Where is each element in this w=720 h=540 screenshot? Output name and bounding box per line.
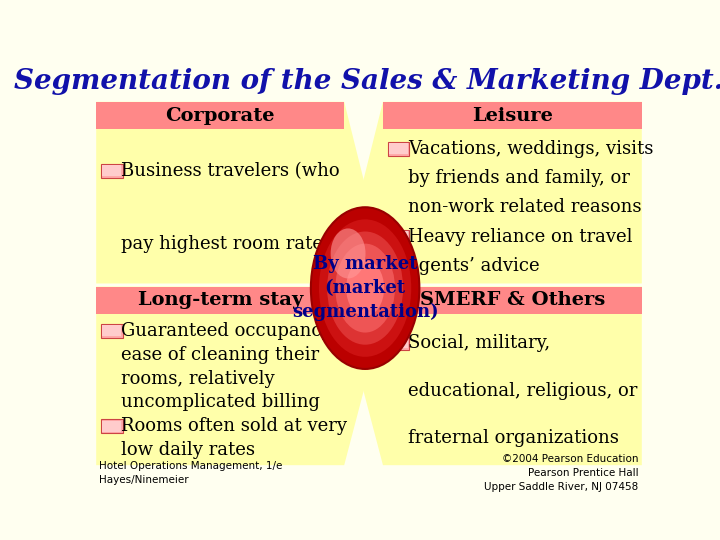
Text: Long-term stay: Long-term stay <box>138 292 303 309</box>
Text: pay highest room rates): pay highest room rates) <box>121 235 339 253</box>
Text: agents’ advice: agents’ advice <box>408 256 539 275</box>
Bar <box>102 326 121 336</box>
Text: By market
(market
segmentation): By market (market segmentation) <box>292 255 438 321</box>
Text: low daily rates: low daily rates <box>121 441 255 459</box>
Bar <box>383 102 642 130</box>
Text: ©2004 Pearson Education
Pearson Prentice Hall
Upper Saddle River, NJ 07458: ©2004 Pearson Education Pearson Prentice… <box>485 454 639 492</box>
Bar <box>389 143 408 154</box>
Text: fraternal organizations: fraternal organizations <box>408 429 618 447</box>
Text: Business travelers (who: Business travelers (who <box>121 161 340 180</box>
Ellipse shape <box>336 244 395 333</box>
Text: rooms, relatively: rooms, relatively <box>121 369 274 388</box>
Bar <box>389 231 408 242</box>
Text: Hotel Operations Management, 1/e
Hayes/Ninemeier: Hotel Operations Management, 1/e Hayes/N… <box>99 461 283 485</box>
Text: Vacations, weddings, visits: Vacations, weddings, visits <box>408 140 653 158</box>
Text: Corporate: Corporate <box>166 106 275 125</box>
Text: Segmentation of the Sales & Marketing Dept.: Segmentation of the Sales & Marketing De… <box>14 68 720 95</box>
Bar <box>96 287 344 314</box>
Bar <box>387 336 409 350</box>
Text: Leisure: Leisure <box>472 106 553 125</box>
Polygon shape <box>336 102 642 288</box>
Text: ease of cleaning their: ease of cleaning their <box>121 346 319 364</box>
Polygon shape <box>336 287 642 465</box>
Bar <box>101 420 122 433</box>
Bar <box>102 421 121 431</box>
Bar <box>387 142 409 156</box>
Bar <box>387 230 409 244</box>
Bar <box>383 287 642 314</box>
Text: Social, military,: Social, military, <box>408 334 550 352</box>
Ellipse shape <box>330 228 366 279</box>
Ellipse shape <box>327 232 403 345</box>
Bar <box>101 164 122 178</box>
Text: SMERF & Others: SMERF & Others <box>420 292 605 309</box>
Text: Rooms often sold at very: Rooms often sold at very <box>121 417 347 435</box>
Text: educational, religious, or: educational, religious, or <box>408 381 637 400</box>
Ellipse shape <box>319 219 411 357</box>
Bar <box>389 338 408 348</box>
Text: non-work related reasons: non-work related reasons <box>408 198 642 216</box>
Text: Heavy reliance on travel: Heavy reliance on travel <box>408 227 632 246</box>
Bar <box>101 324 122 338</box>
Polygon shape <box>96 287 391 465</box>
Bar <box>102 165 121 176</box>
Ellipse shape <box>346 260 384 316</box>
Bar <box>96 102 344 130</box>
Text: Guaranteed occupancy,: Guaranteed occupancy, <box>121 322 335 340</box>
Ellipse shape <box>311 207 419 369</box>
Text: uncomplicated billing: uncomplicated billing <box>121 394 320 411</box>
Text: by friends and family, or: by friends and family, or <box>408 169 629 187</box>
Polygon shape <box>96 102 391 288</box>
